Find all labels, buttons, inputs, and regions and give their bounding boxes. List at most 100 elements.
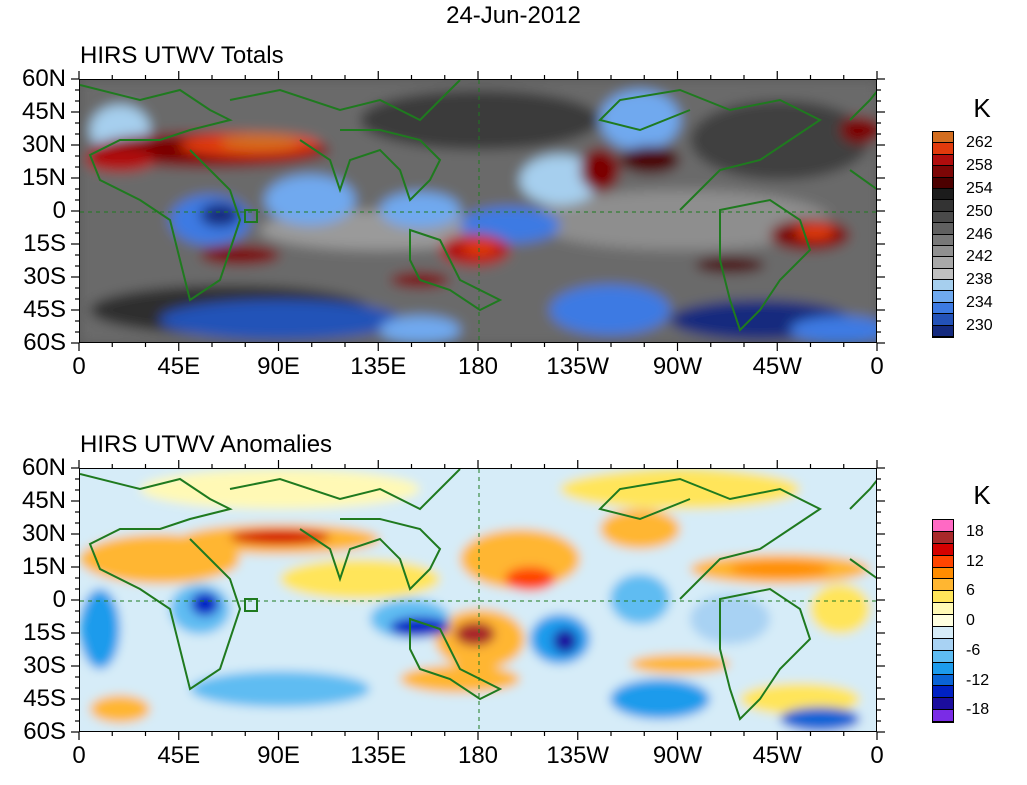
lat-label: 0	[52, 586, 66, 613]
lat-label: 0	[52, 197, 66, 224]
lat-label: 30N	[21, 131, 66, 158]
lon-label: 0	[870, 353, 884, 380]
colorbar-swatch	[933, 245, 953, 258]
lon-label: 90W	[652, 353, 703, 380]
panel-title-totals: HIRS UTWV Totals	[80, 42, 284, 69]
lon-label: 0	[870, 742, 884, 769]
colorbar-swatch	[933, 555, 953, 568]
colorbar-label: 238	[966, 271, 993, 289]
panel-title-anomalies: HIRS UTWV Anomalies	[80, 431, 333, 458]
colorbar-label: 0	[966, 612, 975, 630]
lat-label: 15N	[21, 164, 66, 191]
colorbar-swatch	[933, 257, 953, 269]
colorbar-label: 234	[966, 294, 993, 311]
colorbar-swatch	[933, 234, 953, 246]
colorbar-anomalies-title: K	[973, 480, 991, 510]
colorbar-label: 254	[966, 180, 993, 197]
colorbar-swatch	[933, 591, 953, 604]
lat-label: 45S	[23, 296, 66, 323]
colorbar-label: 262	[966, 134, 993, 152]
lat-label: 60N	[21, 454, 66, 481]
colorbar-label: 12	[966, 552, 984, 570]
colorbar-swatch	[933, 132, 953, 144]
lon-label: 135E	[350, 742, 407, 769]
lon-label: 180	[457, 742, 499, 769]
colorbar-label: 258	[966, 157, 993, 175]
colorbar-label: 250	[966, 202, 993, 220]
map-field-anomalies	[80, 469, 876, 731]
colorbar-swatch	[933, 615, 953, 628]
colorbar-swatch	[933, 698, 953, 711]
lat-label: 60N	[21, 65, 66, 92]
colorbar-swatch	[933, 314, 953, 326]
lon-label: 180	[457, 353, 499, 380]
colorbar-swatch	[933, 650, 953, 663]
lat-label: 15N	[21, 553, 66, 580]
colorbar-swatch	[933, 166, 953, 178]
coastline-lines-totals	[80, 80, 876, 332]
colorbar-swatch	[933, 531, 953, 544]
lat-label: 45N	[21, 98, 66, 125]
map-totals[interactable]	[79, 79, 877, 343]
lat-label: 30S	[23, 263, 66, 290]
coastline-lines-anomalies	[80, 469, 876, 721]
lon-label: 45W	[752, 742, 802, 769]
lon-label: 90W	[652, 742, 703, 769]
colorbar-swatch	[933, 627, 953, 639]
figure-title: 24-Jun-2012	[446, 2, 581, 29]
colorbar-swatch	[933, 188, 953, 201]
colorbar-label: 230	[966, 316, 993, 334]
map-anomalies[interactable]	[79, 468, 877, 732]
lon-label: 45E	[157, 742, 201, 769]
colorbar-swatch	[933, 268, 953, 281]
lon-label: 135W	[546, 353, 610, 380]
colorbar-swatch	[933, 674, 953, 687]
colorbar-swatch	[933, 638, 953, 651]
colorbar-swatch	[933, 177, 953, 189]
colorbar-swatch	[933, 579, 953, 592]
colorbar-swatch	[933, 280, 953, 292]
colorbar-swatch	[933, 211, 953, 224]
lon-label: 45E	[157, 353, 201, 380]
lat-label: 15S	[23, 230, 66, 257]
lon-label: 135E	[350, 353, 407, 380]
colorbar-swatch	[933, 710, 953, 723]
lat-label: 30S	[23, 652, 66, 679]
colorbar-label: 246	[966, 225, 993, 243]
colorbar-swatch	[933, 154, 953, 167]
colorbar-label: 6	[966, 582, 975, 600]
lon-label: 45W	[752, 353, 802, 380]
colorbar-swatch	[933, 603, 953, 616]
colorbar-swatch	[933, 200, 953, 212]
colorbar-swatch	[933, 143, 953, 155]
colorbar-swatch	[933, 302, 953, 315]
colorbar-swatch	[933, 291, 953, 303]
lon-label: 0	[72, 353, 86, 380]
lat-label: 30N	[21, 520, 66, 547]
colorbar-anomalies	[932, 519, 954, 724]
lat-label: 45S	[23, 685, 66, 712]
colorbar-totals	[932, 131, 954, 339]
lat-label: 60S	[23, 329, 66, 356]
colorbar-swatch	[933, 223, 953, 235]
colorbar-totals-title: K	[973, 93, 991, 123]
colorbar-swatch	[933, 662, 953, 675]
lat-label: 15S	[23, 619, 66, 646]
lon-label: 90E	[257, 742, 300, 769]
lat-label: 45N	[21, 487, 66, 514]
colorbar-swatch	[933, 325, 953, 338]
colorbar-label: 242	[966, 248, 993, 266]
colorbar-swatch	[933, 567, 953, 580]
colorbar-label: -12	[966, 671, 990, 689]
lat-label: 60S	[23, 718, 66, 745]
colorbar-label: 18	[966, 522, 984, 540]
lon-label: 135W	[546, 742, 610, 769]
colorbar-swatch	[933, 520, 953, 532]
lon-label: 0	[72, 742, 86, 769]
colorbar-label: -18	[966, 701, 990, 719]
map-field-totals	[80, 80, 876, 342]
colorbar-swatch	[933, 686, 953, 699]
lon-label: 90E	[257, 353, 300, 380]
